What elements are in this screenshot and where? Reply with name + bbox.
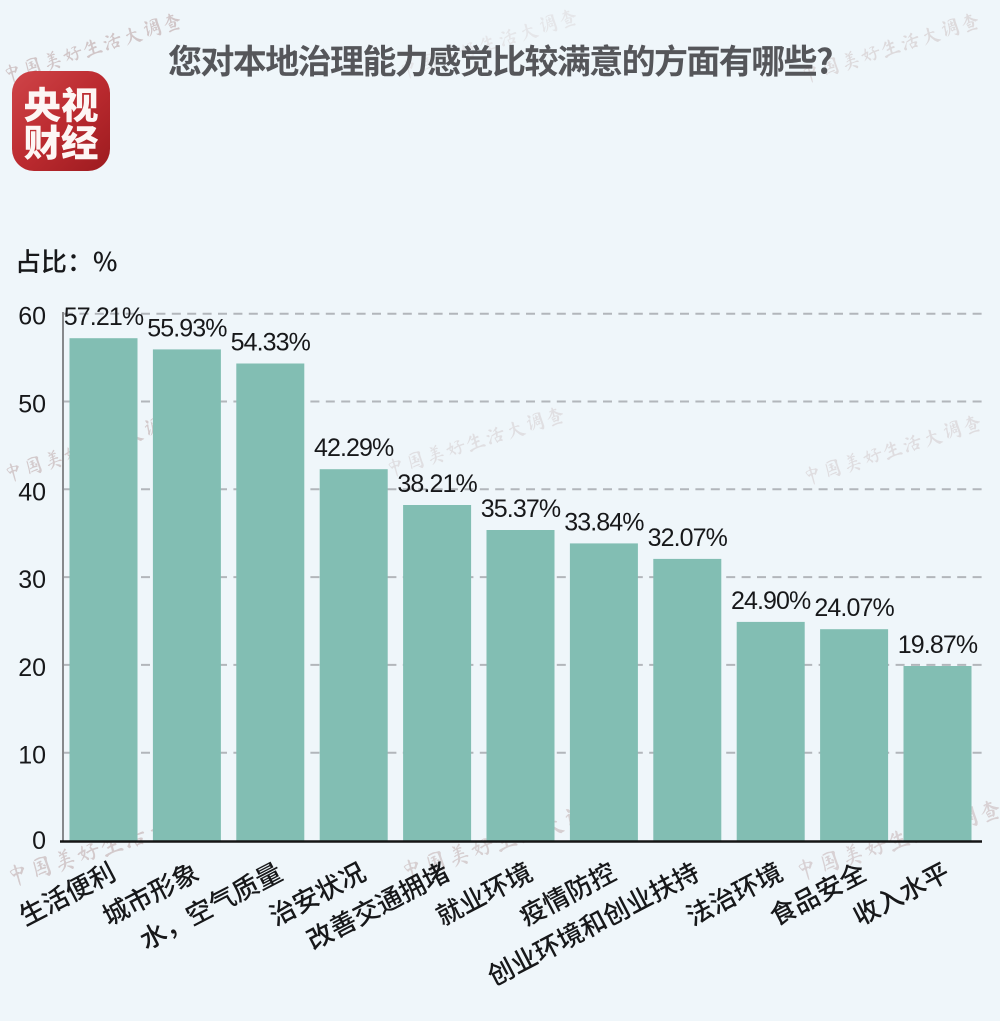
svg-text:32.07%: 32.07% <box>648 524 728 552</box>
svg-text:24.90%: 24.90% <box>731 587 811 615</box>
svg-text:55.93%: 55.93% <box>147 314 227 342</box>
svg-text:42.29%: 42.29% <box>314 434 394 462</box>
svg-text:33.84%: 33.84% <box>564 508 644 536</box>
svg-text:0: 0 <box>32 827 46 855</box>
svg-text:20: 20 <box>18 654 46 682</box>
svg-text:30: 30 <box>18 566 46 594</box>
svg-text:38.21%: 38.21% <box>397 470 477 498</box>
svg-text:24.07%: 24.07% <box>814 594 894 622</box>
svg-text:10: 10 <box>18 742 46 770</box>
svg-text:60: 60 <box>18 303 46 331</box>
svg-text:57.21%: 57.21% <box>64 303 144 331</box>
svg-text:40: 40 <box>18 478 46 506</box>
svg-text:35.37%: 35.37% <box>481 495 561 523</box>
svg-text:54.33%: 54.33% <box>231 329 311 357</box>
svg-text:19.87%: 19.87% <box>898 631 978 659</box>
svg-text:50: 50 <box>18 391 46 419</box>
